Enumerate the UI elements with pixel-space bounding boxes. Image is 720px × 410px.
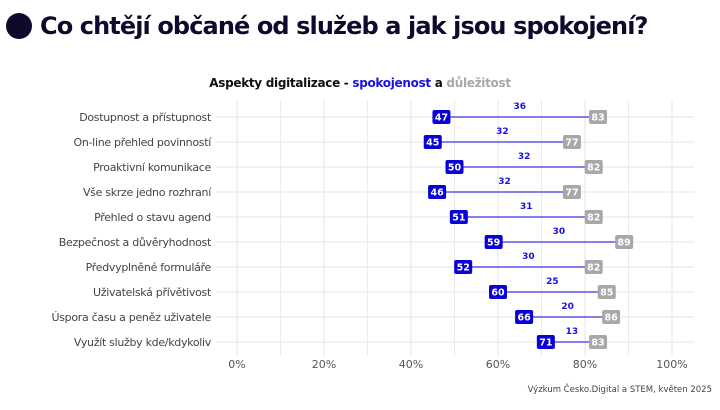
x-tick-label: 0% [228,358,245,371]
x-tick-label: 100% [656,358,687,371]
satisfaction-label: 45 [426,138,439,149]
importance-label: 82 [587,213,600,224]
category-label: Vše skrze jedno rozhraní [83,186,212,199]
satisfaction-label: 52 [457,263,470,274]
satisfaction-label: 50 [448,163,462,174]
gap-label: 36 [513,102,526,112]
category-label: Dostupnost a přístupnost [79,111,212,124]
gap-label: 32 [496,127,509,137]
gap-label: 20 [561,302,574,312]
category-label: Bezpečnost a důvěryhodnost [59,236,212,249]
category-label: On-line přehled povinností [73,136,212,149]
importance-label: 89 [618,238,631,249]
satisfaction-label: 47 [435,113,448,124]
satisfaction-point [428,185,447,199]
category-label: Využít služby kde/kdykoliv [74,336,212,349]
category-label: Uživatelská přívětivost [93,286,212,299]
importance-label: 77 [565,188,578,199]
category-label: Přehled o stavu agend [94,211,211,224]
chart-title-part: a [430,76,447,90]
importance-point [562,135,581,149]
category-label: Předvyplněné formuláře [86,261,212,274]
legend-satisfaction: spokojenost [352,76,431,90]
importance-label: 83 [591,113,604,124]
chart-title-part: Aspekty digitalizace - [209,76,353,90]
importance-point [602,310,621,324]
satisfaction-label: 51 [452,213,465,224]
gap-label: 30 [522,252,535,262]
gap-label: 30 [553,227,566,237]
gap-label: 32 [498,177,511,187]
satisfaction-label: 66 [517,313,531,324]
satisfaction-point [484,235,503,249]
importance-point [584,160,603,174]
satisfaction-point [445,160,464,174]
x-tick-label: 60% [486,358,510,371]
title-bullet-icon [6,13,32,39]
page-title: Co chtějí občané od služeb a jak jsou sp… [40,12,648,40]
x-tick-label: 80% [573,358,597,371]
importance-point [562,185,581,199]
chart-title: Aspekty digitalizace - spokojenost a důl… [0,76,720,90]
importance-point [589,335,608,349]
satisfaction-label: 59 [487,238,500,249]
importance-point [589,110,608,124]
satisfaction-point [423,135,442,149]
importance-label: 82 [587,163,600,174]
importance-point [584,210,603,224]
importance-label: 82 [587,263,600,274]
gap-label: 32 [518,152,531,162]
importance-label: 86 [604,313,618,324]
satisfaction-label: 60 [491,288,505,299]
satisfaction-point [432,110,451,124]
importance-label: 85 [600,288,613,299]
importance-label: 77 [565,138,578,149]
satisfaction-point [536,335,555,349]
gap-label: 13 [566,327,579,337]
x-tick-label: 40% [399,358,423,371]
satisfaction-label: 46 [430,188,444,199]
satisfaction-label: 71 [539,338,552,349]
satisfaction-point [489,285,507,299]
legend-importance: důležitost [446,76,511,90]
importance-point [597,285,616,299]
source-note: Výzkum Česko.Digital a STEM, květen 2025 [527,385,712,395]
satisfaction-point [454,260,473,274]
category-label: Proaktivní komunikace [93,161,211,174]
importance-point [584,260,603,274]
importance-point [615,235,634,249]
x-tick-label: 20% [312,358,336,371]
category-label: Úspora času a peněz uživatele [52,311,212,324]
importance-label: 83 [591,338,604,349]
gap-label: 31 [520,202,533,212]
satisfaction-point [449,210,468,224]
satisfaction-point [515,310,534,324]
header: Co chtějí občané od služeb a jak jsou sp… [6,6,648,46]
gap-label: 25 [546,277,559,287]
